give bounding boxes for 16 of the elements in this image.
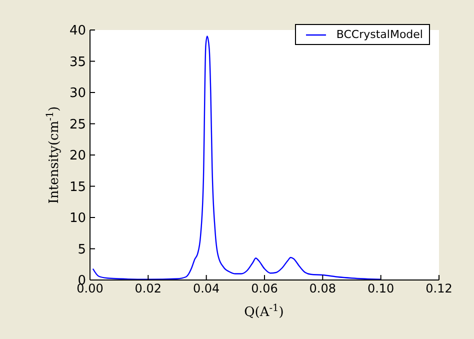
y-tick-label: 10 (69, 211, 86, 226)
y-tick-label: 20 (69, 148, 86, 164)
x-tick-label: 0.12 (426, 282, 452, 296)
x-tick-label: 0.08 (309, 282, 336, 296)
x-tick-label: 0.04 (192, 282, 220, 296)
y-tick-label: 30 (69, 86, 86, 102)
y-tick-label: 15 (69, 180, 86, 195)
x-axis-title: Q(A$^{-1}$) (244, 302, 284, 320)
x-tick-label: 0.06 (251, 282, 278, 296)
y-tick-label: 40 (69, 24, 86, 39)
y-tick-label: 25 (69, 117, 86, 132)
x-tick-label: 0.10 (367, 282, 394, 296)
legend-label: BCCrystalModel (336, 28, 423, 41)
y-tick-label: 35 (69, 54, 86, 70)
x-tick-label: 0.02 (134, 282, 162, 296)
y-tick-label: 5 (78, 242, 86, 258)
